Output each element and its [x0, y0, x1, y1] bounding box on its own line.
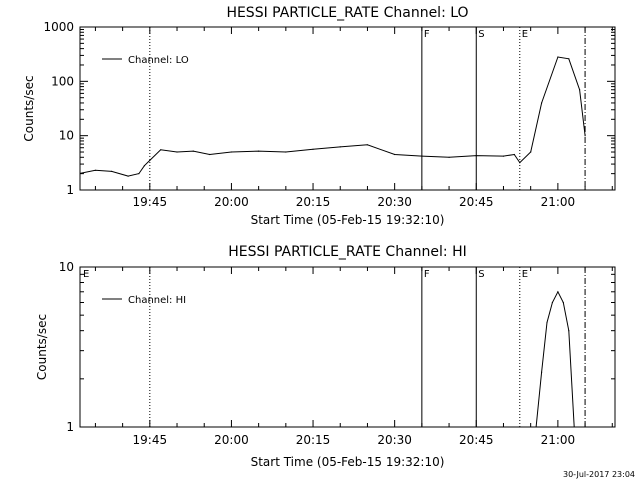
x-tick-label: 19:45 — [133, 195, 168, 209]
data-point — [557, 56, 559, 58]
data-point — [149, 159, 151, 161]
x-tick-label: 20:00 — [214, 433, 249, 447]
data-point — [339, 146, 341, 148]
data-point — [475, 155, 477, 157]
marker-label: E — [83, 269, 89, 280]
marker-label: S — [478, 269, 484, 280]
x-axis-label: Start Time (05-Feb-15 19:32:10) — [251, 213, 445, 227]
marker-label: E — [522, 29, 528, 40]
data-point — [285, 151, 287, 153]
data-point — [546, 321, 548, 324]
data-point — [448, 156, 450, 158]
data-point — [584, 135, 586, 137]
data-point — [176, 151, 178, 153]
y-tick-label: 100 — [51, 74, 74, 88]
y-tick-label: 1 — [66, 183, 74, 197]
data-point — [579, 89, 581, 91]
data-point — [421, 155, 423, 157]
panel-hi: HESSI PARTICLE_RATE Channel: HI Start Tim… — [35, 244, 616, 469]
data-point — [111, 170, 113, 172]
x-tick-label: 19:45 — [133, 433, 168, 447]
data-point — [230, 151, 232, 153]
x-tick-label: 21:00 — [541, 195, 576, 209]
legend-label: Channel: LO — [128, 55, 189, 66]
data-point — [258, 150, 260, 152]
x-tick-label: 20:15 — [296, 195, 331, 209]
data-point — [557, 291, 559, 293]
x-tick-label: 20:00 — [214, 195, 249, 209]
data-point — [573, 426, 575, 427]
marker-label: E — [522, 269, 528, 280]
data-point — [519, 162, 521, 164]
data-point — [530, 151, 532, 153]
data-point — [502, 155, 505, 157]
data-point — [138, 173, 140, 175]
panel-lo: HESSI PARTICLE_RATE Channel: LO Start Tim… — [22, 5, 616, 227]
x-tick-label: 20:15 — [296, 433, 331, 447]
series-line — [535, 290, 575, 427]
data-point — [568, 58, 570, 60]
data-point — [562, 301, 564, 304]
y-tick-label: 1 — [66, 420, 74, 434]
data-point — [209, 153, 211, 156]
data-point — [127, 175, 129, 177]
y-axis-label: Counts/sec — [22, 75, 36, 141]
plot-frame — [79, 266, 616, 428]
data-point — [160, 149, 162, 151]
plot-frame — [79, 26, 616, 191]
chart-title: HESSI PARTICLE_RATE Channel: HI — [228, 244, 466, 260]
data-point — [394, 153, 396, 156]
y-tick-label: 10 — [59, 129, 74, 143]
x-tick-label: 20:30 — [377, 433, 412, 447]
data-point — [143, 165, 145, 167]
data-point — [192, 150, 194, 152]
data-point — [312, 148, 314, 150]
data-point — [568, 330, 570, 332]
data-point — [94, 169, 96, 171]
series-line — [80, 56, 586, 177]
marker-label: S — [478, 29, 484, 40]
y-tick-label: 1000 — [43, 20, 74, 34]
data-point — [366, 144, 368, 146]
timestamp-label: 30-Jul-2017 23:04 — [563, 470, 635, 479]
data-point — [541, 371, 543, 373]
x-tick-label: 20:45 — [459, 195, 494, 209]
marker-label: F — [424, 29, 430, 40]
x-tick-label: 21:00 — [541, 433, 576, 447]
marker-label: F — [424, 269, 430, 280]
chart-title: HESSI PARTICLE_RATE Channel: LO — [226, 5, 468, 21]
legend-label: Channel: HI — [128, 295, 186, 306]
y-axis-label: Counts/sec — [35, 314, 49, 380]
x-axis-label: Start Time (05-Feb-15 19:32:10) — [251, 455, 445, 469]
data-point — [513, 153, 515, 156]
data-point — [535, 426, 537, 427]
data-point — [541, 102, 543, 104]
x-tick-label: 20:30 — [377, 195, 412, 209]
x-tick-label: 20:45 — [459, 433, 494, 447]
y-tick-label: 10 — [59, 260, 74, 274]
data-point — [551, 301, 554, 304]
